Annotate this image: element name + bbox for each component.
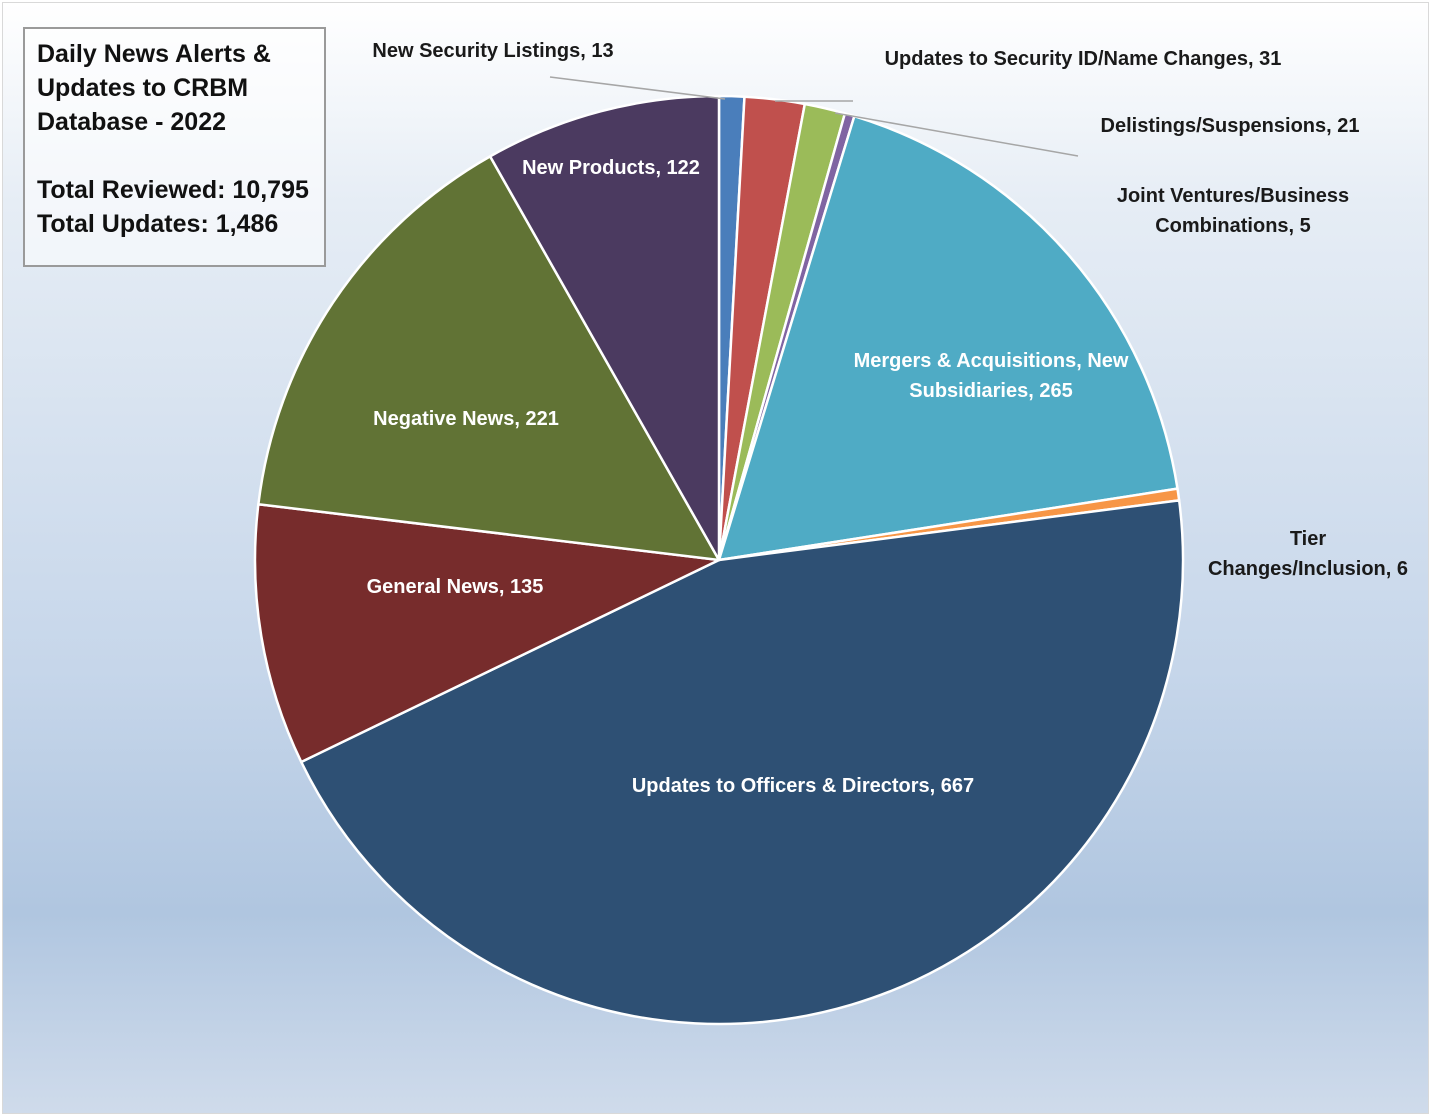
leader-lines xyxy=(549,76,1079,157)
pie-slices xyxy=(253,94,1185,1026)
slice-mergers-acquisitions-new-subsidiaries xyxy=(717,114,1179,562)
leader-line-new-security-listings xyxy=(549,76,726,100)
chart-title: Daily News Alerts & Updates to CRBM Data… xyxy=(37,40,271,136)
data-label-general-news: General News, 135 xyxy=(367,576,544,598)
data-label-new-security-listings: New Security Listings, 13 xyxy=(372,40,613,62)
slice-general-news xyxy=(253,502,721,764)
total-updates: Total Updates: 1,486 xyxy=(37,210,279,238)
data-label-mergers-acquisitions-new-subsidiaries: Mergers & Acquisitions, New Subsidiaries,… xyxy=(854,350,1129,402)
data-label-new-products: New Products, 122 xyxy=(522,157,700,179)
data-label-updates-to-security-id-name-changes: Updates to Security ID/Name Changes, 31 xyxy=(885,48,1282,70)
total-reviewed: Total Reviewed: 10,795 xyxy=(37,176,309,204)
data-labels: New Security Listings, 13 Updates to Secu… xyxy=(367,40,1408,797)
slice-negative-news xyxy=(257,155,721,562)
data-label-negative-news: Negative News, 221 xyxy=(373,408,559,430)
data-label-tier-changes-inclusion: Tier Changes/Inclusion, 6 xyxy=(1208,528,1408,580)
pie-chart: New Security Listings, 13 Updates to Secu… xyxy=(253,40,1408,1026)
data-label-delistings-suspensions: Delistings/Suspensions, 21 xyxy=(1101,115,1360,137)
data-label-updates-to-officers-directors: Updates to Officers & Directors, 667 xyxy=(632,775,974,797)
chart-info-box: Daily News Alerts & Updates to CRBM Data… xyxy=(23,27,326,267)
slice-updates-to-officers-directors xyxy=(300,499,1185,1026)
leader-line-delistings-suspensions xyxy=(834,112,1079,157)
data-label-joint-ventures-business-combinations: Joint Ventures/Business Combinations, 5 xyxy=(1117,185,1349,237)
